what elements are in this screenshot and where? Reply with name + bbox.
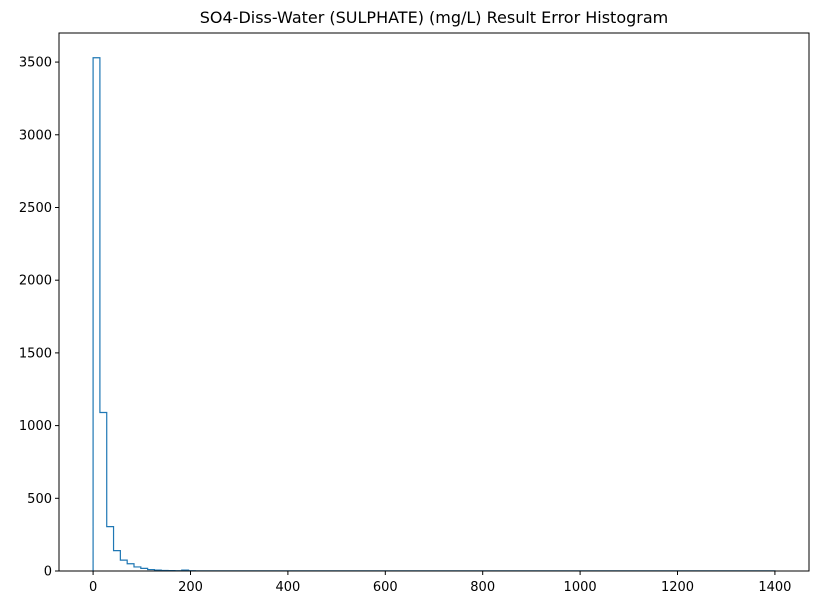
x-tick-label: 600 bbox=[373, 580, 398, 595]
y-tick-label: 3000 bbox=[19, 128, 52, 143]
y-tick-label: 500 bbox=[27, 492, 52, 507]
x-tick-label: 1000 bbox=[564, 580, 597, 595]
axes-frame bbox=[58, 32, 810, 572]
x-tick-label: 1200 bbox=[661, 580, 694, 595]
y-tick-label: 1500 bbox=[19, 346, 52, 361]
x-tick-label: 200 bbox=[178, 580, 203, 595]
y-tick-label: 1000 bbox=[19, 419, 52, 434]
x-tick-label: 0 bbox=[89, 580, 97, 595]
chart-title: SO4-Diss-Water (SULPHATE) (mg/L) Result … bbox=[199, 8, 669, 27]
y-tick-label: 3500 bbox=[19, 56, 52, 71]
y-tick-label: 2000 bbox=[19, 274, 52, 289]
x-tick-label: 800 bbox=[470, 580, 495, 595]
y-tick-label: 2500 bbox=[19, 201, 52, 216]
x-tick-label: 1400 bbox=[758, 580, 791, 595]
x-tick-label: 400 bbox=[275, 580, 300, 595]
y-tick-label: 0 bbox=[44, 565, 52, 580]
plot-area bbox=[59, 33, 809, 571]
